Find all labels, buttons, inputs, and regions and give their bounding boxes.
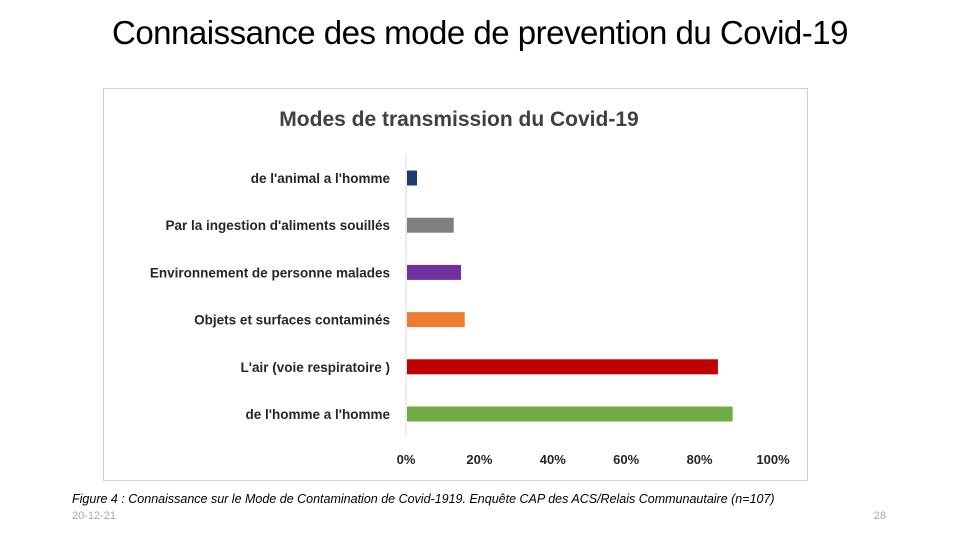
x-tick-label: 80% bbox=[687, 452, 713, 467]
category-label: Par la ingestion d'aliments souillés bbox=[165, 218, 390, 233]
chart-frame: Modes de transmission du Covid-19 de l'a… bbox=[103, 88, 808, 481]
bars-layer bbox=[407, 170, 733, 422]
bar-6 bbox=[407, 406, 733, 422]
category-label: L'air (voie respiratoire ) bbox=[240, 360, 390, 375]
x-tick-label: 0% bbox=[397, 452, 416, 467]
x-tick-labels: 0% 20% 40% 60% 80% 100% bbox=[397, 452, 790, 467]
x-tick-label: 100% bbox=[756, 452, 790, 467]
x-tick-label: 60% bbox=[613, 452, 639, 467]
category-labels: de l'animal a l'homme Par la ingestion d'… bbox=[150, 171, 391, 422]
category-label: de l'homme a l'homme bbox=[246, 407, 391, 422]
x-tick-label: 40% bbox=[540, 452, 566, 467]
bar-3 bbox=[407, 264, 462, 280]
x-tick-label: 20% bbox=[466, 452, 492, 467]
bar-5 bbox=[407, 359, 718, 375]
footer-date: 20-12-21 bbox=[72, 510, 117, 522]
bar-1 bbox=[407, 170, 418, 186]
bar-2 bbox=[407, 217, 454, 233]
figure-caption: Figure 4 : Connaissance sur le Mode de C… bbox=[72, 492, 775, 506]
bar-chart: Modes de transmission du Covid-19 de l'a… bbox=[150, 108, 790, 467]
slide-title: Connaissance des mode de prevention du C… bbox=[112, 14, 848, 51]
chart-title: Modes de transmission du Covid-19 bbox=[279, 108, 638, 131]
bar-4 bbox=[407, 312, 465, 328]
category-label: de l'animal a l'homme bbox=[251, 171, 391, 186]
category-label: Environnement de personne malades bbox=[150, 265, 390, 280]
page-number: 28 bbox=[873, 510, 886, 522]
category-label: Objets et surfaces contaminés bbox=[194, 313, 390, 328]
